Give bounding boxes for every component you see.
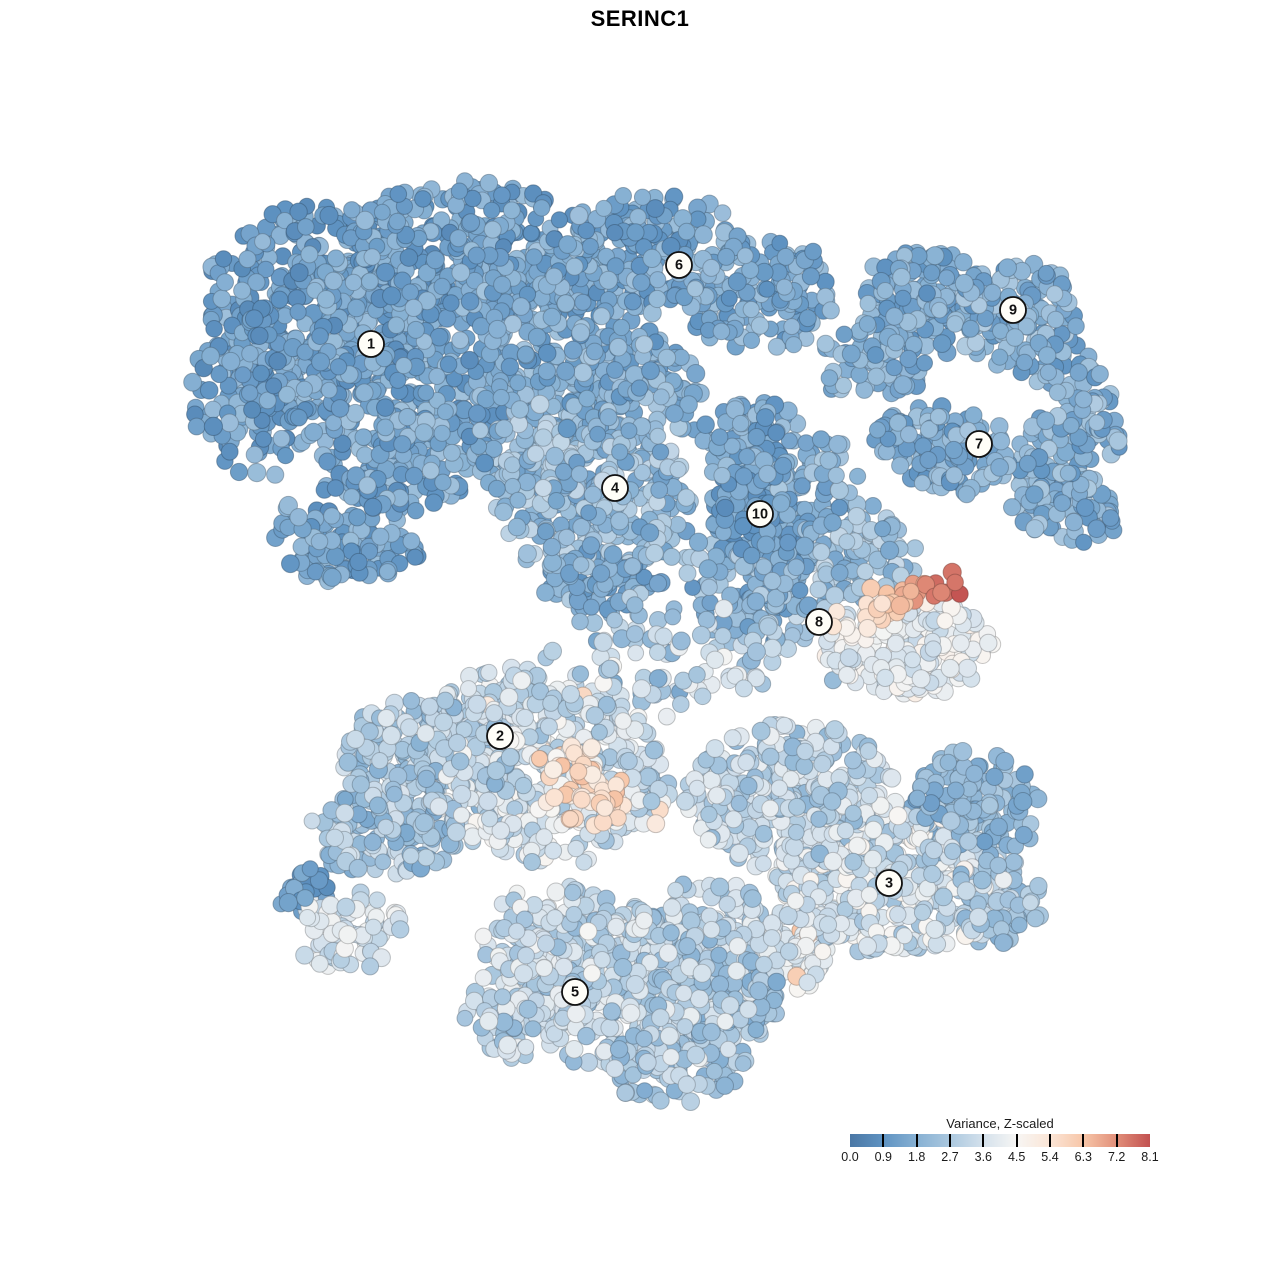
legend-tick-label: 1.8 bbox=[907, 1150, 926, 1164]
legend-tick-line bbox=[1049, 1134, 1051, 1147]
legend-tick-label: 5.4 bbox=[1041, 1150, 1059, 1164]
cluster-label: 8 bbox=[805, 608, 833, 636]
umap-scatter-plot: 1 2 3 4 5 6 7 8 9 10 bbox=[183, 172, 1128, 1111]
colorbar-legend: Variance, Z-scaled 0.0 0.9 1.8 2.7 3.6 4.5 5.4… bbox=[820, 1108, 1180, 1178]
scatter-points bbox=[183, 172, 1128, 1111]
cluster-label: 5 bbox=[561, 978, 589, 1006]
cluster-label: 1 bbox=[357, 330, 385, 358]
legend-tick-line bbox=[882, 1134, 885, 1147]
legend-tick-line bbox=[915, 1134, 918, 1147]
legend-tick-label: 3.6 bbox=[974, 1150, 993, 1164]
cluster-label: 2 bbox=[486, 722, 514, 750]
legend-tick-label: 7.2 bbox=[1107, 1150, 1126, 1164]
legend-tick-label: 4.5 bbox=[1007, 1150, 1026, 1164]
legend-colorbar bbox=[850, 1134, 1150, 1147]
legend-tick-line bbox=[1082, 1134, 1085, 1147]
plot-title: SERINC1 bbox=[590, 6, 690, 31]
legend-tick-line bbox=[982, 1134, 985, 1147]
legend-tick-line bbox=[948, 1134, 951, 1147]
legend-tick-line bbox=[1115, 1134, 1118, 1147]
cluster-label: 6 bbox=[665, 251, 693, 279]
cluster-label: 9 bbox=[999, 296, 1027, 324]
cluster-label: 10 bbox=[746, 500, 774, 528]
cluster-label: 4 bbox=[601, 474, 629, 502]
legend-tick-label: 0.0 bbox=[841, 1150, 859, 1164]
legend-tick-labels: 0.0 0.9 1.8 2.7 3.6 4.5 5.4 6.3 7.2 8.1 bbox=[841, 1150, 1158, 1166]
legend-title: Variance, Z-scaled bbox=[946, 1116, 1054, 1131]
cluster-label: 7 bbox=[965, 430, 993, 458]
legend-tick-label: 6.3 bbox=[1074, 1150, 1093, 1164]
legend-tick-label: 8.1 bbox=[1141, 1150, 1159, 1164]
legend-tick-label: 2.7 bbox=[941, 1150, 959, 1164]
legend-tick-label: 0.9 bbox=[874, 1150, 893, 1164]
legend-tick-line bbox=[1015, 1134, 1018, 1147]
cluster-label: 3 bbox=[875, 869, 903, 897]
cluster-labels: 1 2 3 4 5 6 7 8 9 10 bbox=[357, 251, 1027, 1006]
